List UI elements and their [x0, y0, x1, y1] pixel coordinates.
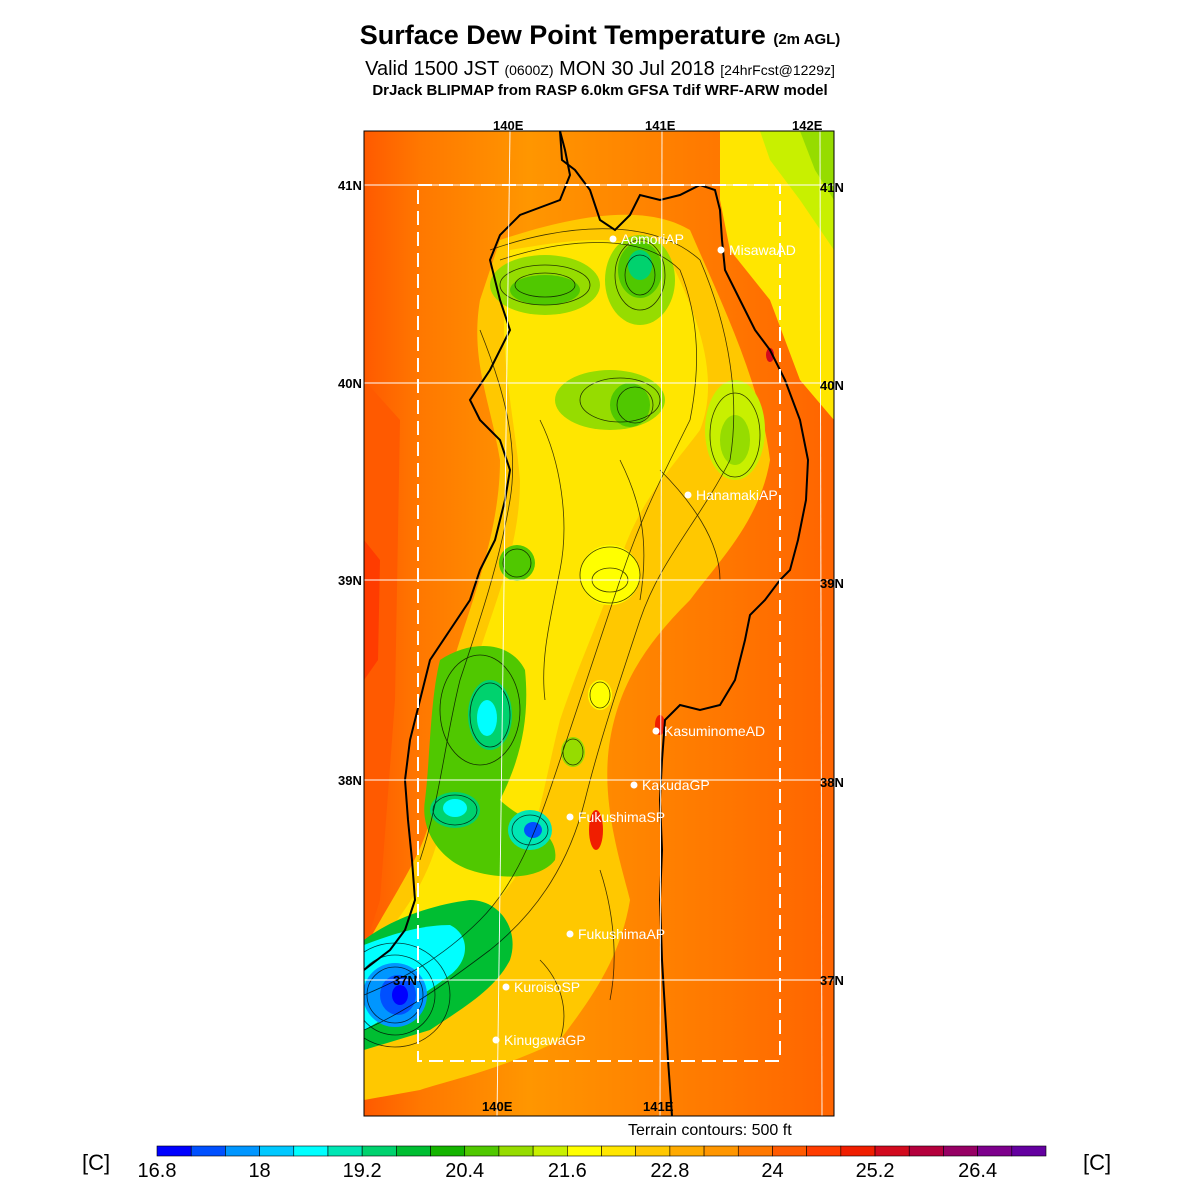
lon-label: 140E — [482, 1099, 513, 1114]
lon-label: 140E — [493, 118, 524, 133]
colorbar-swatch — [977, 1145, 1013, 1157]
station-dot — [502, 983, 510, 991]
colorbar-swatch — [498, 1145, 534, 1157]
colorbar-swatch — [464, 1145, 500, 1157]
colorbar-label: 20.4 — [445, 1160, 485, 1182]
colorbar-label: 16.8 — [137, 1160, 177, 1182]
lat-label: 39N — [338, 573, 362, 588]
valid-time: Valid 1500 JST (0600Z) MON 30 Jul 2018 [… — [365, 58, 835, 80]
station-dot — [609, 235, 617, 243]
station-label: FukushimaSP — [578, 809, 665, 825]
colorbar-unit-left: [C] — [82, 1150, 111, 1175]
colorbar-swatch — [601, 1145, 636, 1157]
station-dot — [566, 813, 574, 821]
station-dot — [492, 1036, 500, 1044]
colorbar-swatch — [327, 1145, 363, 1157]
lat-label: 38N — [338, 773, 362, 788]
station-label: KasuminomeAD — [664, 723, 765, 739]
colorbar-swatch — [772, 1145, 807, 1157]
station-dot — [566, 930, 574, 938]
colorbar-label: 22.8 — [650, 1160, 690, 1182]
lat-label: 38N — [820, 775, 844, 790]
station-label: MisawaAD — [729, 242, 796, 258]
colorbar — [156, 1145, 1047, 1157]
colorbar-label: 24 — [761, 1160, 784, 1182]
inner-domain-box — [417, 184, 781, 1062]
colorbar-swatch — [669, 1145, 705, 1157]
colorbar-swatch — [293, 1145, 329, 1157]
colorbar-swatch — [156, 1145, 192, 1157]
colorbar-swatch — [635, 1145, 671, 1157]
station-label: AomoriAP — [621, 231, 684, 247]
station-dot — [717, 246, 725, 254]
lat-label: 40N — [820, 378, 844, 393]
lat-lon-grid — [364, 131, 834, 1116]
lon-label: 142E — [792, 118, 823, 133]
station-dot — [652, 727, 660, 735]
station-label: KinugawaGP — [504, 1032, 586, 1048]
colorbar-swatch — [190, 1145, 226, 1157]
colorbar-swatch — [908, 1145, 944, 1157]
colorbar-swatch — [532, 1145, 568, 1157]
colorbar-swatch — [840, 1145, 876, 1157]
map-title: Surface Dew Point Temperature (2m AGL) — [359, 20, 841, 50]
map-frame — [363, 130, 835, 1117]
lon-label: 141E — [643, 1099, 674, 1114]
lat-label: 39N — [820, 576, 844, 591]
colorbar-swatch — [1011, 1145, 1047, 1157]
colorbar-label: 25.2 — [855, 1160, 895, 1182]
stations — [492, 235, 725, 1044]
lat-label: 41N — [338, 178, 362, 193]
colorbar-swatch — [396, 1145, 431, 1157]
station-dot — [684, 491, 692, 499]
station-dot — [630, 781, 638, 789]
model-description: DrJack BLIPMAP from RASP 6.0km GFSA Tdif… — [372, 82, 828, 99]
colorbar-label: 19.2 — [342, 1160, 382, 1182]
terrain-note: Terrain contours: 500 ft — [628, 1122, 792, 1139]
colorbar-swatch — [225, 1145, 260, 1157]
lat-label: 37N — [393, 973, 417, 988]
colorbar-label: 26.4 — [958, 1160, 998, 1182]
colorbar-label: 18 — [248, 1160, 271, 1182]
colorbar-swatch — [806, 1145, 842, 1157]
lat-label: 37N — [820, 973, 844, 988]
colorbar-swatch — [567, 1145, 602, 1157]
lon-label: 141E — [645, 118, 676, 133]
lat-label: 40N — [338, 376, 362, 391]
colorbar-unit-right: [C] — [1083, 1150, 1112, 1175]
colorbar-swatch — [943, 1145, 978, 1157]
colorbar-swatch — [361, 1145, 397, 1157]
colorbar-swatch — [259, 1145, 295, 1157]
station-label: FukushimaAP — [578, 926, 665, 942]
station-label: HanamakiAP — [696, 487, 778, 503]
colorbar-label: 21.6 — [547, 1160, 587, 1182]
lat-label: 41N — [820, 180, 844, 195]
colorbar-swatch — [874, 1145, 910, 1157]
station-label: KakudaGP — [642, 777, 710, 793]
colorbar-swatch — [703, 1145, 739, 1157]
shaded-field: AomoriAP MisawaAD HanamakiAP KasuminomeA… — [364, 131, 834, 1116]
station-label: KuroisoSP — [514, 979, 580, 995]
pacific-coastline — [559, 131, 810, 1116]
colorbar-swatch — [430, 1145, 466, 1157]
colorbar-swatch — [737, 1145, 773, 1157]
